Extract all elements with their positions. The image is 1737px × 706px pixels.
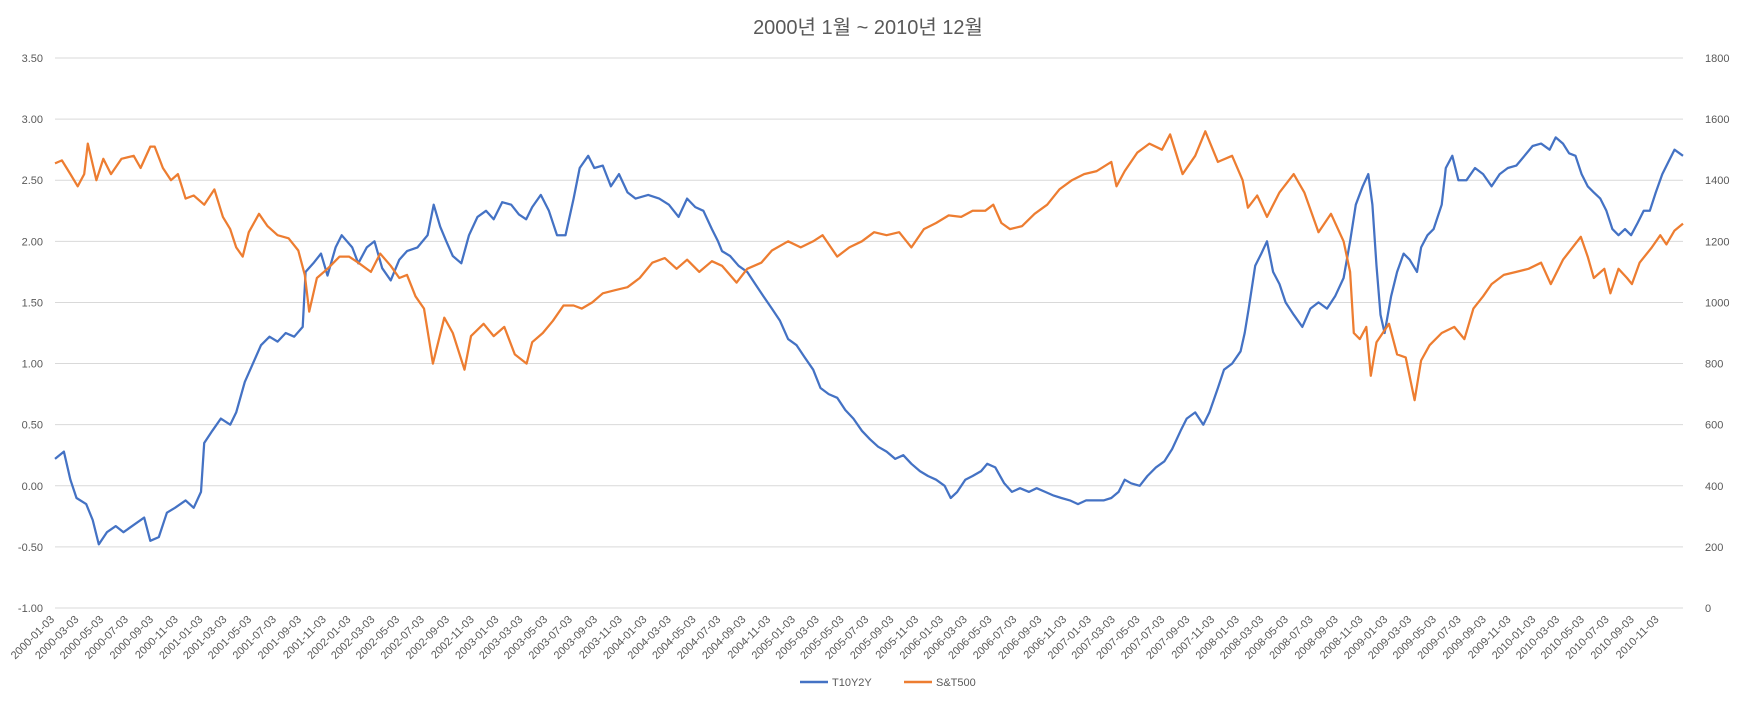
legend: T10Y2Y S&T500 (800, 677, 976, 689)
y-left-tick-label: -1.00 (18, 603, 43, 615)
gridlines (55, 57, 1683, 609)
legend-label: T10Y2Y (832, 677, 872, 689)
y-right-tick-label: 1000 (1705, 297, 1729, 309)
y-right-tick-label: 1200 (1705, 236, 1729, 248)
y-left-tick-label: 1.00 (22, 359, 43, 371)
legend-entry: S&T500 (904, 677, 976, 689)
chart-title: 2000년 1월 ~ 2010년 12월 (753, 16, 983, 39)
y-right-tick-label: 600 (1705, 420, 1723, 432)
y-left-tick-label: 0.00 (22, 481, 43, 493)
y-right-tick-label: 800 (1705, 359, 1723, 371)
y-right-tick-label: 1400 (1705, 175, 1729, 187)
series-line-sp (54, 130, 1684, 402)
left-y-axis: -1.00 -0.50 0.00 0.50 1.00 1.50 2.00 2.50 3.00 3.… (18, 53, 43, 615)
y-right-tick-label: 0 (1705, 603, 1711, 615)
y-right-tick-label: 400 (1705, 481, 1723, 493)
y-left-tick-label: 2.00 (22, 236, 43, 248)
y-left-tick-label: 3.50 (22, 53, 43, 65)
right-y-axis: 0 200 400 600 800 1000 1200 1400 1600 1800 (1705, 53, 1729, 615)
legend-entry: T10Y2Y (800, 677, 872, 689)
y-right-tick-label: 1600 (1705, 114, 1729, 126)
series-line-t10y2y (54, 136, 1684, 546)
y-left-tick-label: -0.50 (18, 542, 43, 554)
y-left-tick-label: 3.00 (22, 114, 43, 126)
y-left-tick-label: 2.50 (22, 175, 43, 187)
x-axis: 2000-01-032000-03-032000-05-032000-07-03… (9, 614, 1662, 662)
y-left-tick-label: 0.50 (22, 420, 43, 432)
legend-label: S&T500 (936, 677, 976, 689)
y-right-tick-label: 1800 (1705, 53, 1729, 65)
y-left-tick-label: 1.50 (22, 297, 43, 309)
series-lines (54, 130, 1684, 546)
y-right-tick-label: 200 (1705, 542, 1723, 554)
